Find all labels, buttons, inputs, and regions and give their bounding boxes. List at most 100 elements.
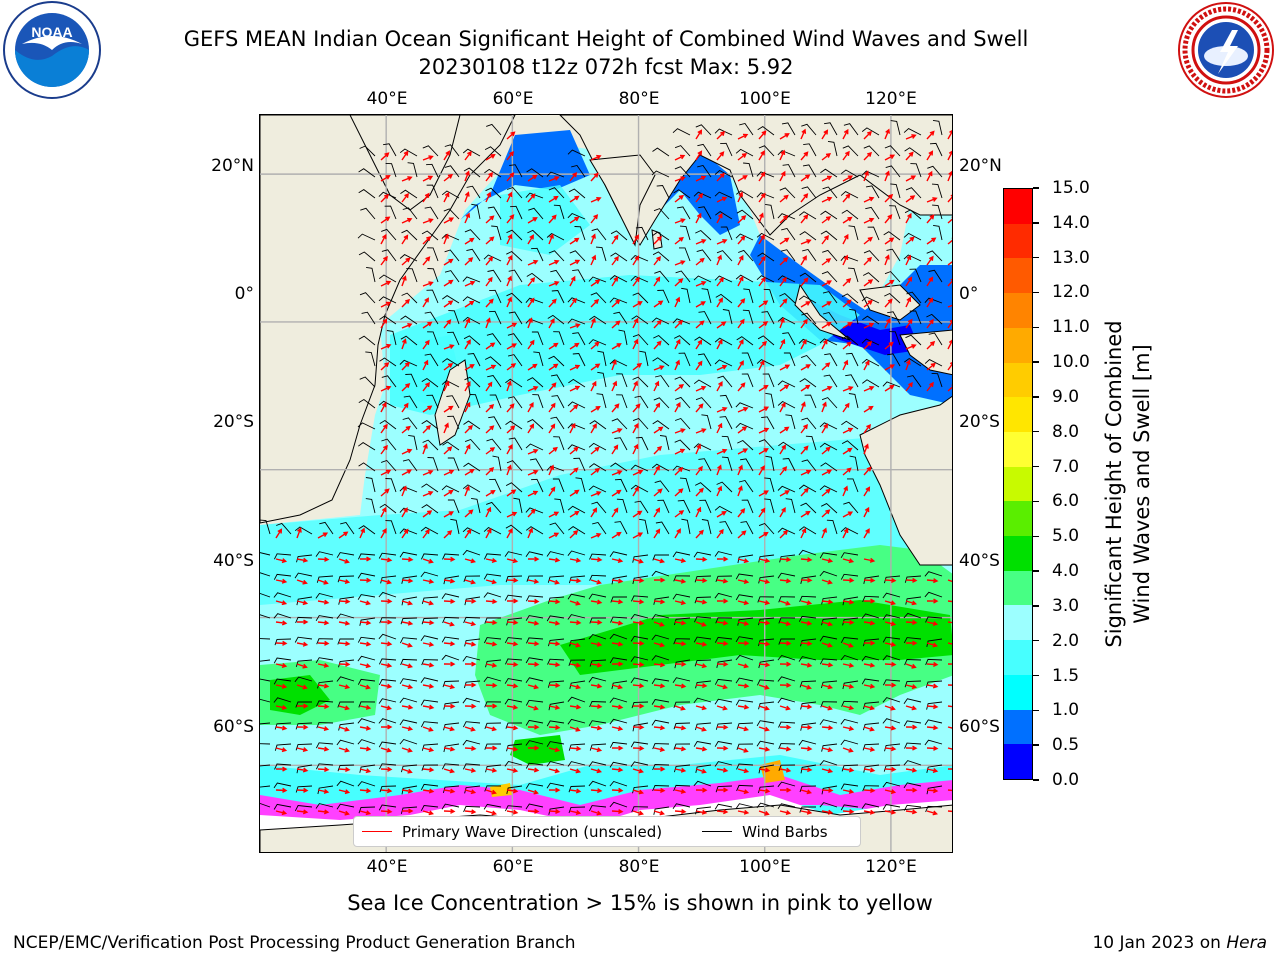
wave-direction-arrow <box>758 171 766 182</box>
wind-barb <box>488 416 502 430</box>
wave-direction-arrow <box>842 322 853 329</box>
wave-direction-arrow <box>401 556 414 562</box>
wave-direction-arrow <box>632 532 644 539</box>
wave-direction-arrow <box>380 318 388 329</box>
wind-barb <box>597 350 607 367</box>
colorbar-tick-label: 1.0 <box>1052 700 1080 721</box>
wind-barb <box>697 164 712 178</box>
wave-direction-arrow <box>464 703 477 709</box>
wind-barb <box>653 334 670 346</box>
wave-direction-arrow <box>737 426 748 434</box>
wave-direction-arrow <box>548 233 554 245</box>
wind-barb <box>295 701 313 708</box>
wind-barb <box>756 802 775 809</box>
wind-barb <box>820 503 838 514</box>
wind-barb <box>609 718 628 725</box>
wave-direction-arrow <box>359 641 372 647</box>
wave-direction-arrow <box>842 150 850 161</box>
wave-direction-arrow <box>737 191 743 203</box>
wave-direction-arrow <box>779 257 789 266</box>
wind-barb <box>506 460 523 472</box>
wave-direction-arrow <box>590 467 601 476</box>
wind-barb <box>507 333 523 346</box>
wind-barb <box>652 764 670 771</box>
wind-barb <box>359 292 376 304</box>
wind-barb <box>316 575 334 583</box>
wave-direction-arrow <box>737 360 744 371</box>
wind-barb <box>532 394 544 409</box>
wave-direction-arrow <box>548 511 560 518</box>
wind-barb <box>863 764 880 773</box>
wind-barb <box>295 616 313 624</box>
wind-barb <box>651 614 670 620</box>
wind-barb <box>471 203 481 220</box>
wind-barb <box>904 575 922 583</box>
wind-barb <box>591 228 607 241</box>
wave-direction-arrow <box>338 726 350 732</box>
wind-barb <box>338 659 355 668</box>
wave-direction-arrow <box>569 297 577 308</box>
colorbar-tick-mark <box>1033 500 1039 503</box>
wave-direction-arrow <box>779 401 786 413</box>
wave-direction-arrow <box>653 465 660 476</box>
wind-barb <box>801 123 817 136</box>
wave-direction-arrow <box>569 578 582 584</box>
wave-direction-arrow <box>884 317 891 329</box>
wind-barb <box>531 247 544 262</box>
wind-barb <box>506 250 523 262</box>
wave-direction-arrow <box>842 788 855 794</box>
wave-direction-arrow <box>674 809 687 815</box>
wave-direction-arrow <box>695 281 707 287</box>
wind-barb <box>378 552 397 559</box>
wind-barb <box>819 760 838 766</box>
wave-direction-arrow <box>758 465 765 476</box>
wind-barb <box>632 417 649 430</box>
wave-direction-arrow <box>485 317 491 329</box>
wave-direction-arrow <box>296 663 308 669</box>
wave-direction-arrow <box>758 150 765 161</box>
wave-direction-arrow <box>506 704 519 710</box>
wave-direction-arrow <box>464 641 477 647</box>
wave-direction-arrow <box>653 340 662 350</box>
wind-barb <box>714 636 733 643</box>
wave-direction-arrow <box>611 684 623 690</box>
wind-barb <box>757 335 775 346</box>
wave-direction-arrow <box>926 255 934 266</box>
wind-barb <box>802 164 817 178</box>
wind-barb <box>444 144 460 157</box>
wind-barb <box>552 478 565 493</box>
wave-direction-arrow <box>548 464 555 476</box>
wind-barb <box>826 519 838 535</box>
wave-direction-arrow <box>821 401 827 413</box>
wind-barb <box>487 206 502 220</box>
wave-direction-arrow <box>296 809 309 815</box>
wind-barb <box>487 269 502 283</box>
wave-direction-arrow <box>884 661 897 667</box>
wind-barb <box>295 722 313 730</box>
wind-barb <box>421 743 439 751</box>
wave-direction-arrow <box>443 217 455 224</box>
colorbar-tick-label: 13.0 <box>1052 247 1090 268</box>
wind-barb <box>273 678 292 685</box>
wind-barb <box>609 297 628 304</box>
wave-direction-arrow <box>758 406 770 413</box>
wind-barb <box>424 311 439 325</box>
wave-direction-arrow <box>674 746 687 752</box>
wave-direction-arrow <box>905 619 918 626</box>
wind-barb <box>722 309 733 325</box>
wind-barb <box>443 701 460 710</box>
wave-direction-arrow <box>485 767 498 773</box>
wave-direction-arrow <box>548 599 561 605</box>
wave-direction-arrow <box>905 745 918 751</box>
wind-barb <box>378 804 397 811</box>
wind-barb <box>777 275 796 283</box>
wave-direction-arrow <box>464 257 474 266</box>
wind-barb <box>508 437 523 451</box>
wind-barb <box>463 616 481 624</box>
wind-barb <box>698 458 712 472</box>
wind-barb <box>882 636 901 643</box>
wind-barb <box>588 593 607 600</box>
wind-barb <box>652 785 670 792</box>
wind-barb <box>588 485 607 493</box>
wave-direction-arrow <box>674 788 687 794</box>
